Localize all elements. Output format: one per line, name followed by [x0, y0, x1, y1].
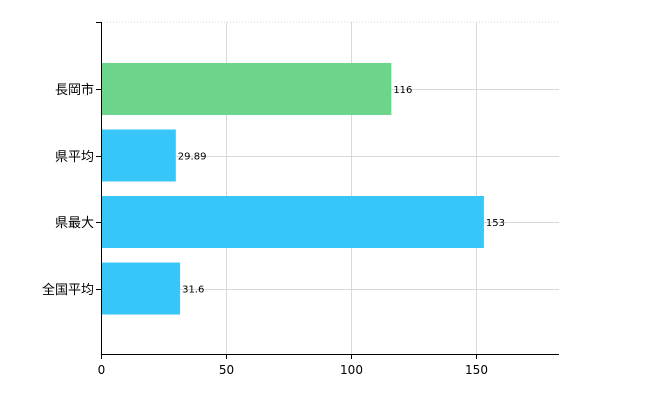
- category-label-2: 県最大: [55, 216, 94, 231]
- data-label-1: 29.89: [178, 152, 207, 163]
- data-label-0: 116: [393, 85, 412, 96]
- bar-1: [102, 129, 176, 182]
- axis-layer: [96, 22, 559, 359]
- bar-layer: [102, 63, 484, 315]
- x-tick-label-1: 50: [219, 363, 234, 377]
- bar-3: [102, 262, 181, 315]
- category-label-0: 長岡市: [55, 82, 94, 98]
- data-label-3: 31.6: [182, 285, 204, 296]
- bar-2: [102, 196, 484, 248]
- data-label-2: 153: [486, 218, 505, 229]
- bar-0: [102, 63, 392, 115]
- x-tick-label-0: 0: [98, 363, 106, 377]
- x-tick-label-2: 100: [340, 363, 363, 377]
- category-label-3: 全国平均: [42, 282, 94, 298]
- category-label-1: 県平均: [55, 150, 94, 165]
- x-tick-label-3: 150: [465, 363, 488, 377]
